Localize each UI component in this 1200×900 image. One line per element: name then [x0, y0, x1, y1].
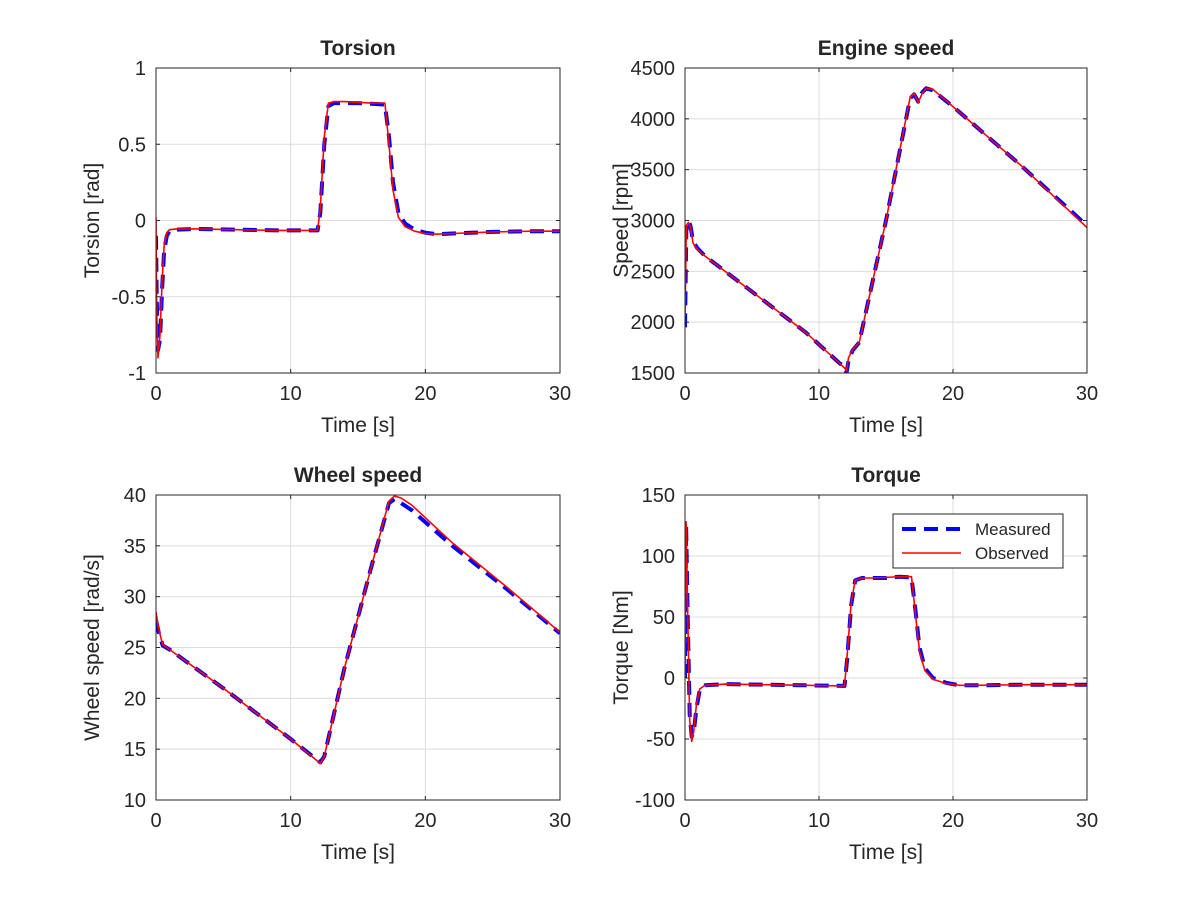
series-observed-line — [685, 521, 1087, 743]
y-tick-label: 20 — [124, 688, 146, 710]
y-tick-label: 15 — [124, 739, 146, 761]
y-tick-label: 1 — [135, 58, 146, 80]
chart-title: Engine speed — [818, 37, 955, 60]
y-tick-label: -0.5 — [112, 287, 146, 309]
series-observed-line — [156, 100, 560, 359]
x-tick-label: 20 — [942, 810, 964, 832]
y-tick-label: 0.5 — [118, 134, 146, 156]
y-tick-label: 1500 — [631, 363, 676, 385]
chart-title: Torque — [851, 464, 921, 487]
chart-title: Torsion — [320, 37, 395, 60]
y-tick-label: 40 — [124, 485, 146, 507]
subplot-torque: 0 10 20 30 -100 -50 0 50 100 150 Torque Time [s] Tor… — [610, 464, 1098, 864]
y-tick-label: 0 — [135, 211, 146, 233]
y-axis-label: Wheel speed [rad/s] — [81, 554, 104, 741]
x-axis-label: Time [s] — [321, 414, 395, 437]
x-tick-label: 0 — [150, 810, 161, 832]
axes-frame — [684, 494, 1088, 801]
chart-title: Wheel speed — [294, 464, 422, 487]
y-tick-label: -1 — [128, 363, 146, 385]
y-axis-label: Speed [rpm] — [610, 163, 633, 277]
x-tick-label: 30 — [1076, 810, 1098, 832]
y-axis-label: Torque [Nm] — [610, 590, 633, 704]
x-tick-label: 20 — [414, 810, 436, 832]
x-tick-label: 0 — [150, 383, 161, 405]
x-tick-label: 10 — [808, 810, 830, 832]
y-tick-label: -100 — [635, 790, 675, 812]
legend-label-observed: Observed — [975, 544, 1049, 563]
x-tick-label: 10 — [280, 383, 302, 405]
y-tick-label: 0 — [664, 668, 675, 690]
y-tick-label: 30 — [124, 587, 146, 609]
y-tick-label: 35 — [124, 536, 146, 558]
x-axis-label: Time [s] — [849, 414, 923, 437]
y-tick-label: 4500 — [631, 58, 676, 80]
y-tick-label: 3500 — [631, 160, 676, 182]
legend-box — [892, 513, 1064, 569]
x-tick-label: 30 — [549, 383, 571, 405]
y-tick-label: 100 — [642, 546, 675, 568]
y-tick-label: -50 — [646, 729, 675, 751]
y-tick-label: 2500 — [631, 261, 676, 283]
subplot-engine-speed: 0 10 20 30 1500 2000 2500 3000 3500 4000 4500 Engin… — [610, 37, 1098, 437]
subplot-torsion: 0 10 20 30 -1 -0.5 0 0.5 1 Torsion Time [s] Torsion… — [81, 37, 571, 437]
x-tick-label: 30 — [1076, 383, 1098, 405]
x-tick-label: 30 — [549, 810, 571, 832]
x-tick-label: 10 — [808, 383, 830, 405]
legend: Measured Observed — [892, 513, 1064, 569]
series-observed-line — [156, 495, 560, 765]
y-axis-label: Torsion [rad] — [81, 163, 104, 279]
y-tick-label: 10 — [124, 790, 146, 812]
y-tick-label: 25 — [124, 638, 146, 660]
series-observed-line — [685, 87, 1087, 372]
y-tick-label: 3000 — [631, 211, 676, 233]
x-tick-label: 0 — [679, 810, 690, 832]
x-tick-label: 20 — [414, 383, 436, 405]
legend-label-measured: Measured — [975, 520, 1051, 539]
x-tick-label: 0 — [679, 383, 690, 405]
x-axis-label: Time [s] — [321, 841, 395, 864]
y-tick-label: 4000 — [631, 109, 676, 131]
y-tick-label: 150 — [642, 485, 675, 507]
series-measured-line — [156, 101, 560, 353]
x-axis-label: Time [s] — [849, 841, 923, 864]
y-tick-label: 50 — [653, 607, 675, 629]
y-tick-label: 2000 — [631, 312, 676, 334]
x-tick-label: 20 — [942, 383, 964, 405]
x-tick-label: 10 — [280, 810, 302, 832]
